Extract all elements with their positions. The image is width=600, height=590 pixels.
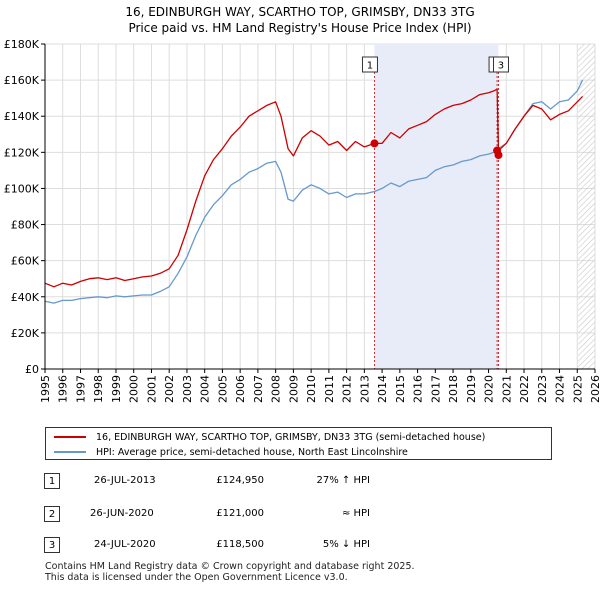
x-tick-label: 2009 bbox=[287, 375, 300, 403]
sale-date: 26-JUL-2013 bbox=[94, 475, 156, 486]
price-chart: 1995 1996 1997 1998 1999 2000 2001 2002 2003 2004… bbox=[4, 38, 600, 403]
footer-copyright: Contains HM Land Registry data © Crown c… bbox=[45, 561, 415, 572]
plot-background bbox=[45, 44, 595, 369]
x-tick-label: 2003 bbox=[181, 375, 194, 403]
legend-swatch-property bbox=[54, 436, 86, 438]
legend-label-hpi: HPI: Average price, semi-detached house,… bbox=[96, 446, 408, 458]
x-tick-label: 2002 bbox=[163, 375, 176, 403]
y-tick-label: £140K bbox=[4, 110, 40, 123]
sale-number: 1 bbox=[44, 473, 60, 489]
ownership-shading bbox=[374, 44, 499, 369]
x-tick-label: 2005 bbox=[216, 375, 229, 403]
y-tick-label: £120K bbox=[4, 146, 40, 159]
sale-price: £121,000 bbox=[216, 508, 264, 519]
x-tick-label: 2018 bbox=[447, 375, 460, 403]
x-tick-label: 2010 bbox=[305, 375, 318, 403]
x-tick-label: 1998 bbox=[92, 375, 105, 403]
chart-subtitle: Price paid vs. HM Land Registry's House … bbox=[128, 21, 472, 35]
sale-row: 1 26-JUL-2013 £124,950 27% ↑ HPI bbox=[0, 473, 600, 493]
sale-hpi-comparison: 5% ↓ HPI bbox=[322, 539, 370, 550]
x-tick-label: 1999 bbox=[110, 375, 123, 403]
sale-marker-box bbox=[361, 56, 378, 73]
x-tick-label: 2007 bbox=[252, 375, 265, 403]
x-tick-label: 2004 bbox=[199, 375, 212, 403]
x-tick-label: 1996 bbox=[57, 375, 70, 403]
sale-number: 3 bbox=[44, 537, 60, 553]
footer-licence: This data is licensed under the Open Gov… bbox=[45, 572, 348, 583]
x-tick-label: 2017 bbox=[429, 375, 442, 403]
x-tick-label: 2015 bbox=[394, 375, 407, 403]
x-tick-label: 2022 bbox=[518, 375, 531, 403]
sale-price: £124,950 bbox=[216, 475, 264, 486]
sale-marker-label: 1 bbox=[367, 61, 373, 72]
y-tick-label: £40K bbox=[11, 291, 40, 304]
chart-title-block: 16, EDINBURGH WAY, SCARTHO TOP, GRIMSBY,… bbox=[0, 4, 600, 36]
x-tick-label: 1995 bbox=[39, 375, 52, 403]
sale-hpi-comparison: 27% ↑ HPI bbox=[316, 475, 370, 486]
property-series-line bbox=[44, 88, 584, 288]
x-tick-label: 2000 bbox=[128, 375, 141, 403]
x-tick-label: 2023 bbox=[536, 375, 549, 403]
x-tick-label: 2013 bbox=[358, 375, 371, 403]
sale-marker-label: 3 bbox=[498, 61, 504, 72]
legend-label-property: 16, EDINBURGH WAY, SCARTHO TOP, GRIMSBY,… bbox=[96, 431, 486, 443]
sale-hpi-comparison: ≈ HPI bbox=[341, 508, 370, 519]
x-tick-label: 2012 bbox=[341, 375, 354, 403]
y-tick-label: £80K bbox=[11, 219, 40, 232]
footer-notice: Contains HM Land Registry data © Crown c… bbox=[45, 561, 415, 583]
x-tick-label: 2001 bbox=[145, 375, 158, 403]
x-tick-label: 2024 bbox=[554, 375, 567, 403]
y-tick-label: £60K bbox=[11, 255, 40, 268]
sale-marker-box bbox=[492, 56, 509, 73]
y-tick-label: £20K bbox=[11, 327, 40, 340]
y-tick-label: £0 bbox=[25, 363, 39, 376]
x-tick-label: 2026 bbox=[589, 375, 600, 403]
sale-point bbox=[370, 139, 379, 148]
sale-date: 24-JUL-2020 bbox=[94, 539, 156, 550]
x-tick-label: 2008 bbox=[270, 375, 283, 403]
sale-point bbox=[494, 151, 503, 160]
legend-entry-hpi: HPI: Average price, semi-detached house,… bbox=[54, 445, 408, 459]
sale-date: 26-JUN-2020 bbox=[90, 508, 154, 519]
x-tick-label: 2021 bbox=[500, 375, 513, 403]
sale-price: £118,500 bbox=[216, 539, 264, 550]
legend-swatch-hpi bbox=[54, 451, 86, 453]
legend: 16, EDINBURGH WAY, SCARTHO TOP, GRIMSBY,… bbox=[45, 427, 552, 460]
x-tick-label: 2006 bbox=[234, 375, 247, 403]
x-tick-label: 1997 bbox=[74, 375, 87, 403]
y-tick-label: £160K bbox=[4, 74, 40, 87]
x-tick-label: 2020 bbox=[483, 375, 496, 403]
y-tick-label: £180K bbox=[4, 38, 40, 51]
sale-row: 3 24-JUL-2020 £118,500 5% ↓ HPI bbox=[0, 537, 600, 557]
y-tick-label: £100K bbox=[4, 182, 40, 195]
x-tick-label: 2025 bbox=[571, 375, 584, 403]
chart-title: 16, EDINBURGH WAY, SCARTHO TOP, GRIMSBY,… bbox=[125, 5, 475, 19]
sale-number: 2 bbox=[44, 506, 60, 522]
x-tick-label: 2016 bbox=[412, 375, 425, 403]
x-tick-label: 2011 bbox=[323, 375, 336, 403]
x-tick-label: 2019 bbox=[465, 375, 478, 403]
x-tick-label: 2014 bbox=[376, 375, 389, 403]
legend-entry-property: 16, EDINBURGH WAY, SCARTHO TOP, GRIMSBY,… bbox=[54, 430, 485, 444]
sale-row: 2 26-JUN-2020 £121,000 ≈ HPI bbox=[0, 506, 600, 526]
forecast-hatch bbox=[578, 44, 595, 369]
